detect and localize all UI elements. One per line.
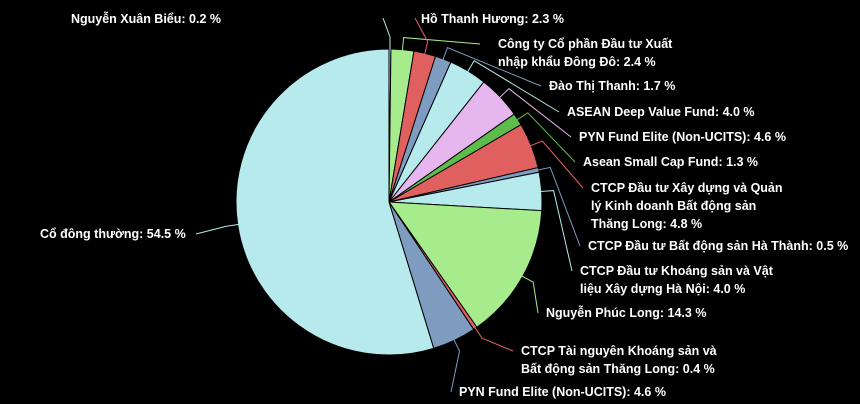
leader-line xyxy=(529,140,584,189)
leader-line xyxy=(195,223,240,235)
slice-label: Cổ đông thường: 54.5 % xyxy=(40,227,186,241)
leader-line xyxy=(401,37,481,52)
slice-label: Đào Thị Thanh: 1.7 % xyxy=(549,79,675,93)
slice-label: Nguyễn Xuân Biểu: 0.2 % xyxy=(71,11,221,26)
leader-line xyxy=(520,274,539,314)
pie-slices xyxy=(235,48,543,356)
leader-line xyxy=(466,60,560,113)
slice-label: ASEAN Deep Value Fund: 4.0 % xyxy=(567,105,755,119)
slice-label: Asean Small Cap Fund: 1.3 % xyxy=(583,155,758,169)
slice-label: Công ty Cổ phần Đầu tư Xuất nhập khẩu Đôn… xyxy=(498,37,673,69)
slice-label: CTCP Đầu tư Xây dựng và Quản lý Kinh doan… xyxy=(591,181,783,231)
slice-label: PYN Fund Elite (Non-UCITS): 4.6 % xyxy=(459,385,666,399)
leader-lines xyxy=(195,17,584,393)
leader-line xyxy=(450,338,461,393)
leader-line xyxy=(442,47,542,87)
slice-label: Nguyễn Phúc Long: 14.3 % xyxy=(546,305,706,320)
leader-line xyxy=(536,166,581,247)
slice-label: PYN Fund Elite (Non-UCITS): 4.6 % xyxy=(579,130,786,144)
leader-line xyxy=(382,17,391,51)
slice-labels: Nguyễn Xuân Biểu: 0.2 % Công ty Cổ phần Đ… xyxy=(40,11,848,399)
leader-line xyxy=(414,17,429,56)
slice-label: CTCP Đầu tư Khoáng sản và Vật liệu Xây dự… xyxy=(580,264,774,296)
slice-label: CTCP Tài nguyên Khoáng sản và Bất động sả… xyxy=(521,344,717,376)
slice-label: Hồ Thanh Hương: 2.3 % xyxy=(421,12,564,26)
leader-line xyxy=(498,88,572,138)
slice-label: CTCP Đầu tư Bất động sản Hà Thành: 0.5 % xyxy=(588,239,848,253)
leader-line xyxy=(539,190,573,272)
leader-line xyxy=(473,326,514,352)
leader-line xyxy=(515,112,576,163)
